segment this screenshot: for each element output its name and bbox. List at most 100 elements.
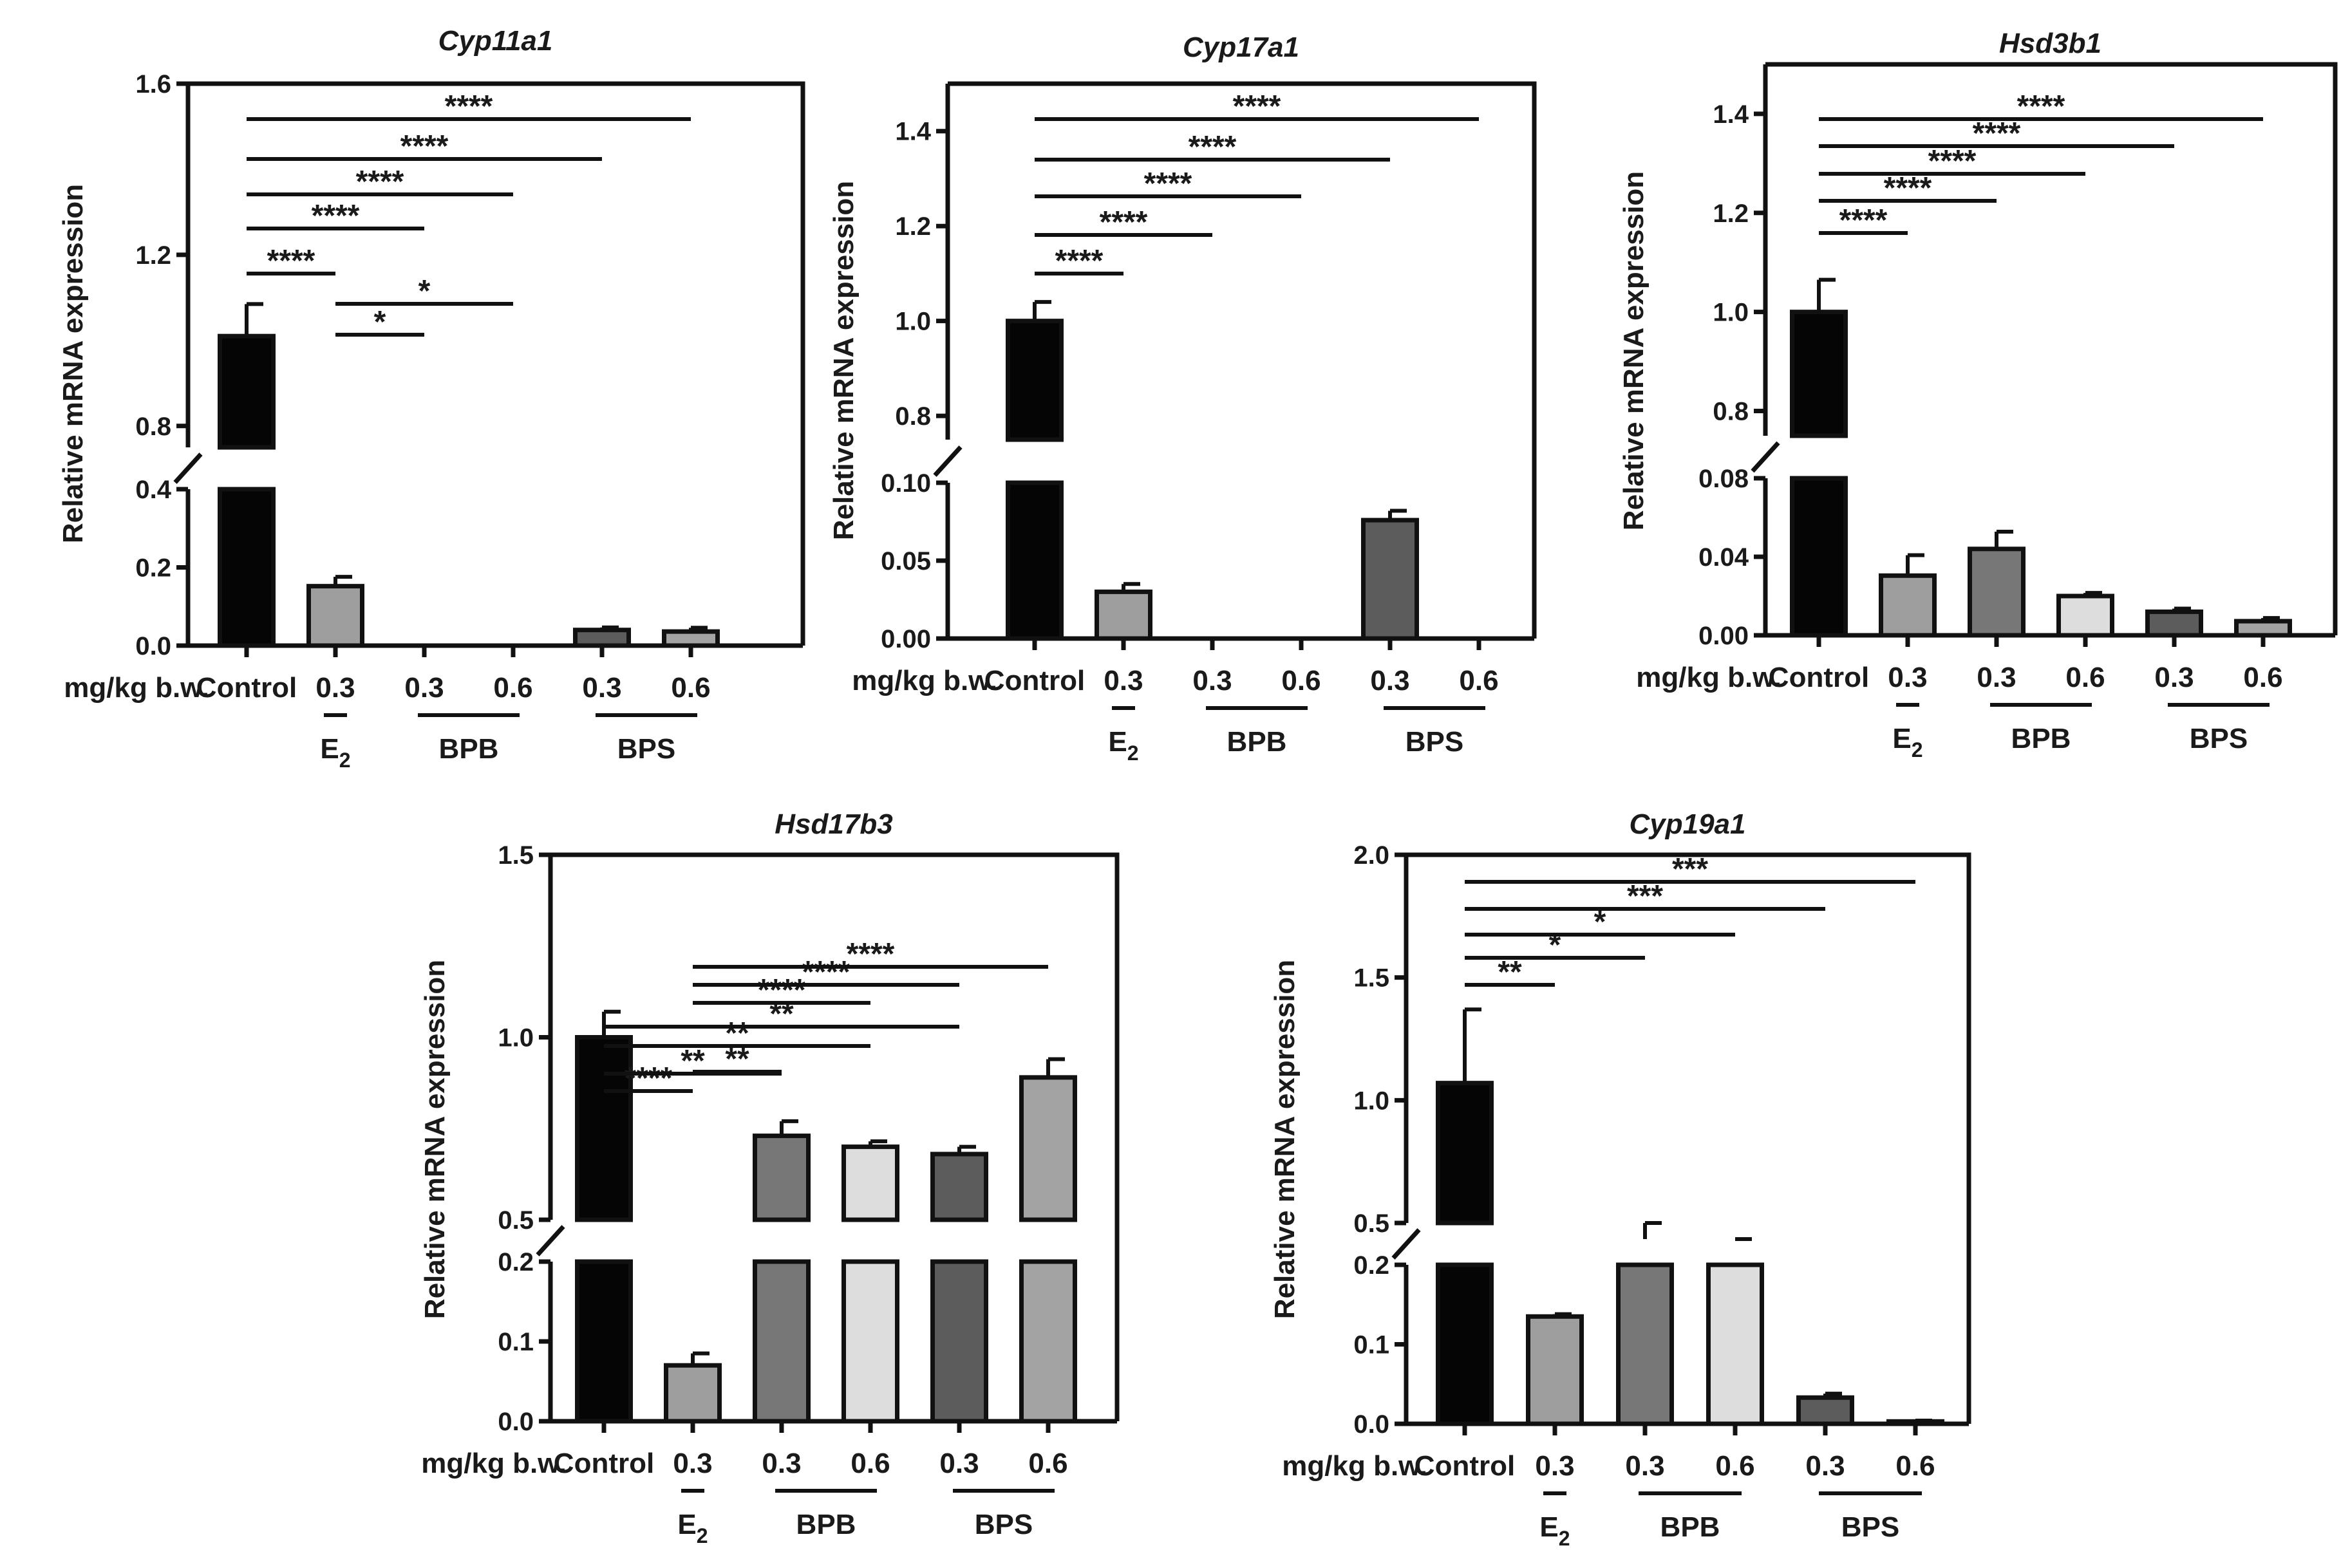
category-label: 0.6 [493, 672, 532, 704]
category-label: 0.3 [1805, 1450, 1845, 1482]
chart-title: Cyp19a1 [1629, 808, 1745, 840]
category-label: 0.3 [1192, 665, 1232, 696]
category-label: 0.6 [1895, 1450, 1935, 1482]
chart-title: Cyp11a1 [438, 25, 553, 57]
category-label: 0.3 [1535, 1450, 1574, 1482]
category-label: Control [1415, 1450, 1515, 1482]
y-tick-label: 0.8 [895, 402, 931, 431]
bar [1095, 589, 1152, 641]
y-tick-label: 0.5 [1353, 1209, 1389, 1238]
y-tick-label: 1.6 [135, 70, 171, 98]
y-tick-label: 1.4 [895, 118, 931, 146]
significance-label: **** [1233, 89, 1281, 124]
significance-label: ** [725, 1016, 749, 1050]
chart-panel-5: 0.0 0.1 0.2 0.5 1.0 1.5 2.0 Cyp19a1 Relative mRN… [1269, 808, 1971, 1550]
chart-panel-3: 0.00 0.04 0.08 0.8 1.0 1.2 1.4 Hsd3b1 Relative m… [1618, 28, 2338, 761]
group-label: BPS [1841, 1511, 1899, 1543]
bar [1790, 310, 1848, 438]
group-label: BPS [617, 733, 675, 765]
bar [662, 629, 720, 648]
group-label: BPB [1660, 1511, 1720, 1543]
bar [930, 1259, 988, 1424]
chart-panel-1: 0.0 0.2 0.4 0.8 1.2 1.6 Cyp11a1 Relative mRNA e… [57, 25, 805, 772]
plot-frame [1765, 62, 2338, 635]
bar [930, 1152, 988, 1222]
bar [575, 1259, 633, 1424]
x-axis-unit-label: mg/kg b.w. [1282, 1450, 1427, 1482]
bar [306, 584, 364, 648]
y-tick-label: 1.2 [1713, 200, 1749, 228]
group-label: E2 [1539, 1511, 1570, 1550]
bar [1436, 1081, 1494, 1226]
category-label: 0.3 [1104, 665, 1143, 696]
significance-label: *** [1627, 879, 1663, 913]
bar [573, 628, 631, 648]
y-tick-label: 1.4 [1713, 100, 1749, 129]
significance-label: * [1549, 928, 1561, 962]
bar [1796, 1395, 1854, 1426]
category-label: 0.3 [582, 672, 621, 704]
significance-label: **** [312, 199, 360, 233]
y-tick-label: 0.00 [881, 625, 931, 653]
y-tick-label: 0.1 [1353, 1331, 1389, 1359]
bar [1006, 480, 1064, 641]
chart-title: Cyp17a1 [1183, 32, 1299, 63]
bar [1436, 1262, 1494, 1426]
category-label: 0.3 [1625, 1450, 1664, 1482]
category-label: 0.6 [671, 672, 710, 704]
significance-label: **** [1884, 171, 1932, 205]
y-tick-label: 0.0 [498, 1408, 534, 1436]
bar [2234, 619, 2292, 638]
group-label-subscript: 2 [1912, 738, 1923, 761]
group-label: E2 [677, 1509, 708, 1547]
y-tick-label: 0.4 [135, 476, 171, 504]
bar [1968, 546, 2026, 638]
bar [841, 1144, 899, 1222]
bar [1361, 518, 1419, 641]
category-label: Control [1769, 662, 1869, 693]
category-label: 0.3 [939, 1448, 979, 1479]
y-tick-label: 0.10 [881, 469, 931, 498]
y-tick-label: 0.2 [1353, 1251, 1389, 1280]
significance-label: **** [1144, 167, 1192, 201]
x-axis-unit-label: mg/kg b.w. [421, 1448, 567, 1479]
group-label: BPS [975, 1509, 1033, 1540]
axis-break-mark [536, 1225, 565, 1256]
plot-frame [188, 81, 805, 646]
y-tick-label: 2.0 [1353, 841, 1389, 870]
bar [664, 1363, 722, 1424]
bar [218, 333, 276, 450]
chart-panel-4: 0.0 0.1 0.2 0.5 1.0 1.5 Hsd17b3 Relative mRNA e… [419, 808, 1120, 1547]
y-tick-label: 1.2 [895, 212, 931, 241]
y-tick-label: 1.2 [135, 241, 171, 270]
significance-label: **** [802, 955, 851, 989]
significance-label: **** [1839, 203, 1888, 238]
bar [2056, 593, 2114, 638]
group-label-subscript: 2 [1559, 1527, 1570, 1550]
group-label: E2 [320, 733, 350, 772]
bar [1526, 1314, 1584, 1426]
significance-label: **** [1973, 117, 2021, 151]
bar [753, 1134, 811, 1222]
category-label: Control [196, 672, 297, 704]
y-tick-label: 0.0 [135, 632, 171, 660]
axis-break-mark [933, 445, 963, 477]
y-tick-label: 1.5 [498, 841, 534, 870]
y-tick-label: 0.00 [1698, 622, 1749, 650]
group-label: BPB [796, 1509, 856, 1540]
y-axis-label: Relative mRNA expression [419, 960, 451, 1319]
significance-label: **** [625, 1061, 673, 1096]
y-tick-label: 1.5 [1353, 964, 1389, 993]
category-label: Control [984, 665, 1085, 696]
category-label: 0.6 [851, 1448, 890, 1479]
bar [753, 1259, 811, 1424]
y-tick-label: 0.05 [881, 547, 931, 575]
significance-label: **** [267, 244, 315, 278]
significance-label: * [374, 305, 386, 339]
group-label-subscript: 2 [1127, 742, 1139, 765]
category-label: Control [554, 1448, 654, 1479]
bar [575, 1035, 633, 1222]
significance-label: **** [1928, 144, 1977, 178]
chart-title: Hsd17b3 [775, 808, 892, 840]
significance-label: **** [1055, 244, 1104, 278]
